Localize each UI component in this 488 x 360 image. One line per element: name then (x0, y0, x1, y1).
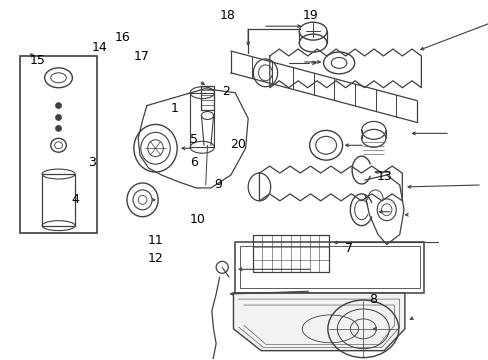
Text: 16: 16 (114, 31, 130, 44)
Text: 9: 9 (214, 178, 222, 191)
Ellipse shape (56, 125, 61, 131)
Bar (42, 174, 75, 226)
Text: 11: 11 (148, 234, 163, 247)
Text: 19: 19 (302, 9, 318, 22)
Bar (252, 235, 328, 272)
Ellipse shape (56, 103, 61, 109)
Text: 14: 14 (92, 41, 107, 54)
Text: 20: 20 (230, 138, 246, 151)
Text: 8: 8 (368, 293, 376, 306)
Ellipse shape (56, 114, 61, 121)
Text: 7: 7 (344, 242, 352, 256)
Text: 5: 5 (190, 134, 198, 147)
Text: 17: 17 (133, 50, 149, 63)
Text: 13: 13 (376, 170, 392, 183)
Text: 18: 18 (220, 9, 235, 22)
Bar (200, 86, 214, 109)
Text: 15: 15 (29, 54, 45, 67)
Text: 6: 6 (190, 156, 198, 169)
Text: 10: 10 (189, 213, 205, 226)
Text: 12: 12 (148, 252, 163, 265)
Text: 2: 2 (222, 85, 229, 98)
Bar (190, 93, 214, 147)
Polygon shape (233, 293, 404, 351)
Bar (239, 247, 419, 288)
Bar (235, 242, 423, 293)
Text: 1: 1 (170, 102, 178, 115)
Text: 3: 3 (88, 156, 96, 168)
Bar (20, 56, 97, 233)
Text: 4: 4 (71, 193, 79, 206)
